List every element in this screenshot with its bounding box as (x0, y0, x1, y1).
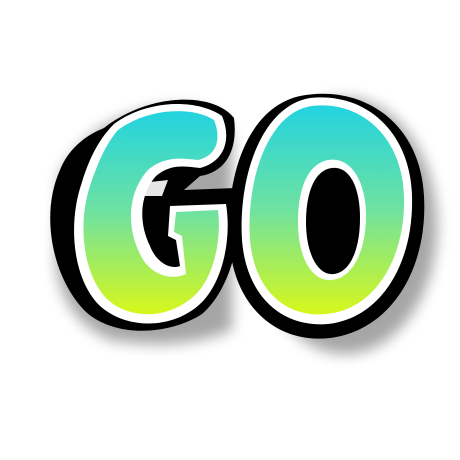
letter-g-fill (83, 111, 219, 315)
letter-o-counter (306, 167, 360, 275)
letter-o (229, 93, 425, 339)
letter-g-inner-bevel (140, 180, 168, 196)
letter-g (50, 99, 239, 331)
